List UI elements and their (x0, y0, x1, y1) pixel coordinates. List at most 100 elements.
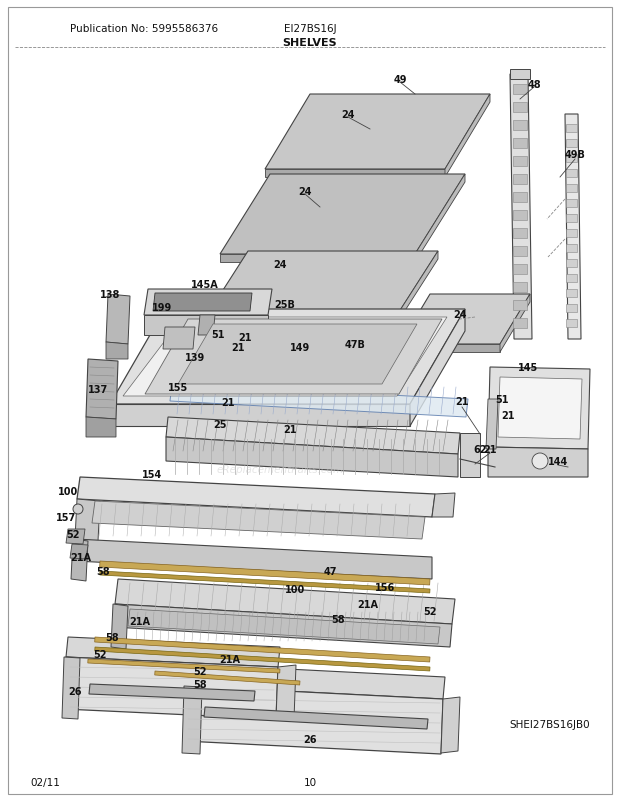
Text: 137: 137 (88, 384, 108, 395)
Polygon shape (100, 561, 430, 585)
Polygon shape (75, 539, 432, 579)
Text: 49B: 49B (565, 150, 585, 160)
Polygon shape (128, 610, 440, 644)
Text: 21: 21 (455, 396, 469, 407)
Text: 138: 138 (100, 290, 120, 300)
Polygon shape (566, 274, 577, 282)
Polygon shape (410, 310, 465, 427)
Polygon shape (70, 545, 88, 559)
Text: 145: 145 (518, 363, 538, 373)
Text: 154: 154 (142, 469, 162, 480)
Circle shape (73, 504, 83, 514)
Polygon shape (390, 252, 438, 334)
Polygon shape (66, 638, 280, 667)
Text: 149: 149 (290, 342, 310, 353)
Text: 24: 24 (273, 260, 286, 269)
Text: 26: 26 (303, 734, 317, 744)
Polygon shape (166, 418, 460, 455)
Text: 26: 26 (68, 687, 82, 696)
Text: Publication No: 5995586376: Publication No: 5995586376 (70, 24, 218, 34)
Polygon shape (95, 647, 430, 671)
Polygon shape (513, 192, 527, 203)
Polygon shape (513, 103, 527, 113)
Polygon shape (566, 200, 577, 208)
Polygon shape (513, 121, 527, 131)
Polygon shape (220, 255, 415, 263)
Text: 157: 157 (56, 512, 76, 522)
Polygon shape (200, 252, 438, 326)
Polygon shape (144, 316, 268, 335)
Text: 52: 52 (93, 649, 107, 659)
Text: eReplacementParts.com: eReplacementParts.com (216, 464, 343, 475)
Polygon shape (265, 95, 490, 170)
Polygon shape (184, 687, 443, 754)
Text: 21A: 21A (71, 553, 92, 562)
Text: 21: 21 (501, 411, 515, 420)
Text: 25B: 25B (275, 300, 296, 310)
Polygon shape (110, 310, 465, 404)
Text: 47B: 47B (345, 339, 365, 350)
Polygon shape (200, 326, 390, 334)
Polygon shape (445, 95, 490, 178)
Polygon shape (400, 345, 500, 353)
Text: 58: 58 (105, 632, 119, 642)
Text: 21: 21 (238, 333, 252, 342)
Text: 21: 21 (231, 342, 245, 353)
Polygon shape (566, 290, 577, 298)
Text: 21: 21 (483, 444, 497, 455)
Polygon shape (88, 659, 280, 673)
Polygon shape (513, 301, 527, 310)
Polygon shape (163, 327, 195, 350)
Polygon shape (566, 260, 577, 268)
Polygon shape (77, 477, 435, 517)
Polygon shape (220, 175, 465, 255)
Polygon shape (566, 229, 577, 237)
Polygon shape (95, 638, 430, 662)
Polygon shape (513, 157, 527, 167)
Polygon shape (513, 265, 527, 274)
Text: 48: 48 (527, 80, 541, 90)
Polygon shape (153, 294, 252, 312)
Text: 21A: 21A (130, 616, 151, 626)
Polygon shape (155, 671, 300, 685)
Polygon shape (170, 384, 468, 418)
Polygon shape (113, 604, 452, 647)
Text: 24: 24 (298, 187, 312, 196)
Polygon shape (415, 175, 465, 263)
Polygon shape (460, 433, 480, 477)
Polygon shape (486, 399, 498, 449)
Polygon shape (566, 140, 577, 148)
Polygon shape (513, 175, 527, 184)
Text: 199: 199 (152, 302, 172, 313)
Polygon shape (513, 247, 527, 257)
Text: 21A: 21A (219, 654, 241, 664)
Polygon shape (198, 316, 215, 335)
Text: 21: 21 (283, 424, 297, 435)
Polygon shape (513, 282, 527, 293)
Polygon shape (166, 437, 458, 477)
Polygon shape (110, 404, 410, 427)
Polygon shape (86, 418, 116, 437)
Text: 52: 52 (66, 529, 80, 539)
Text: 21A: 21A (358, 599, 378, 610)
Text: 144: 144 (548, 456, 568, 467)
Polygon shape (186, 664, 445, 699)
Polygon shape (566, 320, 577, 327)
Text: 24: 24 (453, 310, 467, 320)
Polygon shape (111, 604, 128, 649)
Polygon shape (276, 665, 296, 719)
Polygon shape (89, 684, 255, 701)
Polygon shape (566, 245, 577, 253)
Text: 100: 100 (58, 486, 78, 496)
Polygon shape (66, 529, 85, 545)
Text: 139: 139 (185, 353, 205, 363)
Text: 156: 156 (375, 582, 395, 592)
Polygon shape (265, 170, 445, 178)
Polygon shape (178, 325, 417, 384)
Polygon shape (106, 342, 128, 359)
Polygon shape (441, 697, 460, 753)
Text: EI27BS16J: EI27BS16J (284, 24, 336, 34)
Text: 62: 62 (473, 444, 487, 455)
Polygon shape (75, 500, 100, 541)
Polygon shape (145, 320, 442, 395)
